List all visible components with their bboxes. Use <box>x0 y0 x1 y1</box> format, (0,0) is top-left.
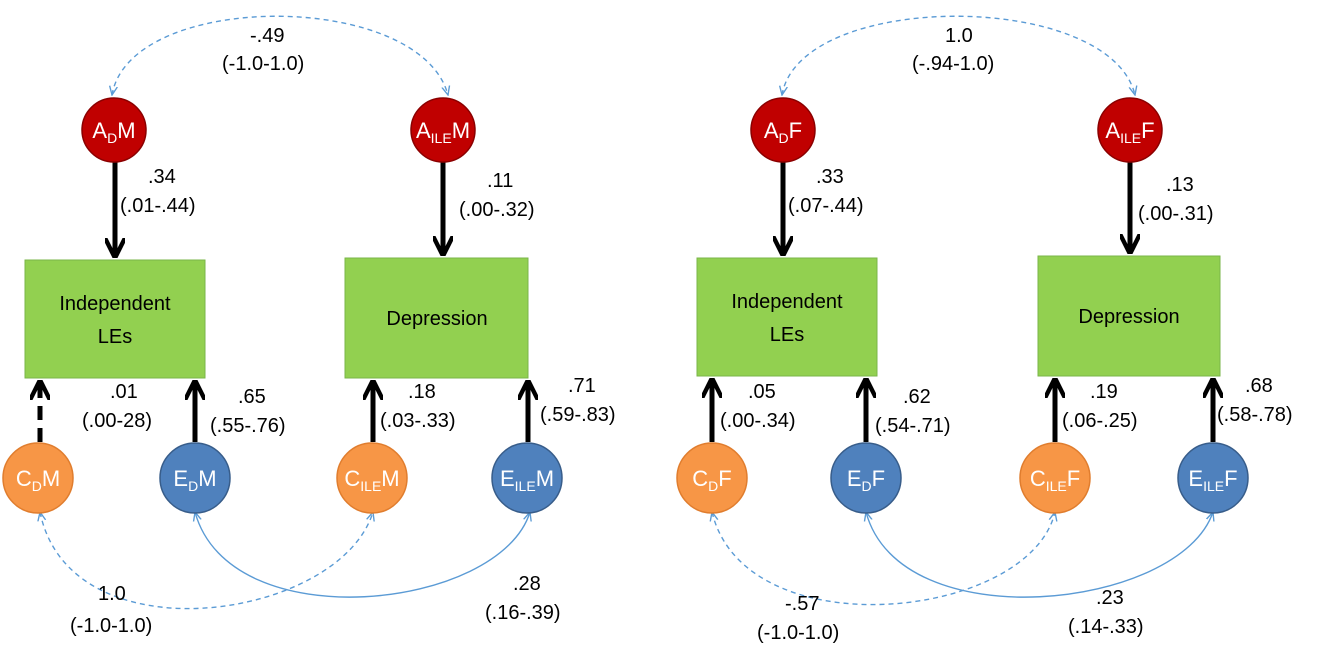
independent-les-box <box>696 257 878 377</box>
male-panel: -.49 (-1.0-1.0) Independent LEs Depressi… <box>2 15 616 637</box>
e-right-node-label: EILEF <box>1188 466 1237 494</box>
box-label-line2: LEs <box>770 324 804 346</box>
a-right-node-label: AILEM <box>416 118 470 146</box>
a-left-node <box>81 97 147 163</box>
e-left-path-ci: (.55-.76) <box>210 415 286 437</box>
e-right-path-ci: (.58-.78) <box>1217 404 1293 426</box>
e-left-node-label: EDM <box>173 466 216 494</box>
e-right-path-estimate: .71 <box>568 375 596 397</box>
a-left-path-estimate: .34 <box>148 166 176 188</box>
c-right-node-label: CILEF <box>1030 466 1080 494</box>
c-left-node-label: CDF <box>692 466 731 494</box>
a-corr-estimate: -.49 <box>250 25 284 47</box>
a-left-path-ci: (.07-.44) <box>788 195 864 217</box>
a-right-node <box>410 97 476 163</box>
c-corr-estimate: 1.0 <box>98 583 126 605</box>
e-left-node-label: EDF <box>847 466 885 494</box>
box-label-line1: Independent <box>731 291 843 313</box>
e-corr-ci: (.16-.39) <box>485 602 561 624</box>
e-left-node <box>830 442 902 514</box>
a-left-path-estimate: .33 <box>816 166 844 188</box>
box-label-line2: LEs <box>98 326 132 348</box>
e-left-node <box>159 442 231 514</box>
box-label-line1: Independent <box>59 293 171 315</box>
e-right-node <box>1177 442 1249 514</box>
a-right-node <box>1097 97 1163 163</box>
e-correlation-curve <box>195 512 530 598</box>
box-label: Depression <box>386 308 487 330</box>
depression-box <box>1037 255 1221 377</box>
e-left-path-estimate: .62 <box>903 386 931 408</box>
c-correlation-curve <box>712 512 1055 606</box>
e-corr-estimate: .23 <box>1096 587 1124 609</box>
e-right-path-estimate: .68 <box>1245 375 1273 397</box>
c-right-path-estimate: .19 <box>1090 381 1118 403</box>
e-right-node-label: EILEM <box>500 466 554 494</box>
a-corr-ci: (-1.0-1.0) <box>222 53 304 75</box>
c-right-path-ci: (.03-.33) <box>380 410 456 432</box>
a-left-node-label: ADM <box>92 118 135 146</box>
c-correlation-curve <box>40 512 373 610</box>
c-left-path-estimate: .01 <box>110 381 138 403</box>
e-right-node <box>491 442 563 514</box>
c-right-node-label: CILEM <box>344 466 399 494</box>
c-corr-ci: (-1.0-1.0) <box>70 615 152 637</box>
a-left-node-label: ADF <box>764 118 802 146</box>
c-right-path-ci: (.06-.25) <box>1062 410 1138 432</box>
e-left-path-ci: (.54-.71) <box>875 415 951 437</box>
depression-box <box>344 257 529 379</box>
independent-les-box <box>24 259 206 379</box>
e-right-path-ci: (.59-.83) <box>540 404 616 426</box>
e-left-path-estimate: .65 <box>238 386 266 408</box>
box-label: Depression <box>1078 306 1179 328</box>
c-left-path-ci: (.00-.34) <box>720 410 796 432</box>
a-right-node-label: AILEF <box>1105 118 1154 146</box>
c-left-node <box>676 442 748 514</box>
c-left-node-label: CDM <box>16 466 60 494</box>
c-right-node <box>1019 442 1091 514</box>
a-right-path-estimate: .11 <box>487 170 513 192</box>
c-left-path-estimate: .05 <box>748 381 776 403</box>
c-right-path-estimate: .18 <box>408 381 436 403</box>
c-right-node <box>336 442 408 514</box>
a-left-node <box>750 97 816 163</box>
c-left-path-ci: (.00-28) <box>82 410 152 432</box>
c-corr-estimate: -.57 <box>785 593 819 615</box>
female-panel: 1.0 (-.94-1.0) Independent LEs Depressio… <box>676 15 1293 644</box>
e-corr-estimate: .28 <box>513 573 541 595</box>
a-right-path-estimate: .13 <box>1166 174 1194 196</box>
e-corr-ci: (.14-.33) <box>1068 616 1144 638</box>
a-corr-ci: (-.94-1.0) <box>912 53 994 75</box>
a-right-path-ci: (.00-.32) <box>459 199 535 221</box>
a-corr-estimate: 1.0 <box>945 25 973 47</box>
c-corr-ci: (-1.0-1.0) <box>757 622 839 644</box>
e-correlation-curve <box>866 512 1213 598</box>
a-left-path-ci: (.01-.44) <box>120 195 196 217</box>
a-right-path-ci: (.00-.31) <box>1138 203 1214 225</box>
c-left-node <box>2 442 74 514</box>
